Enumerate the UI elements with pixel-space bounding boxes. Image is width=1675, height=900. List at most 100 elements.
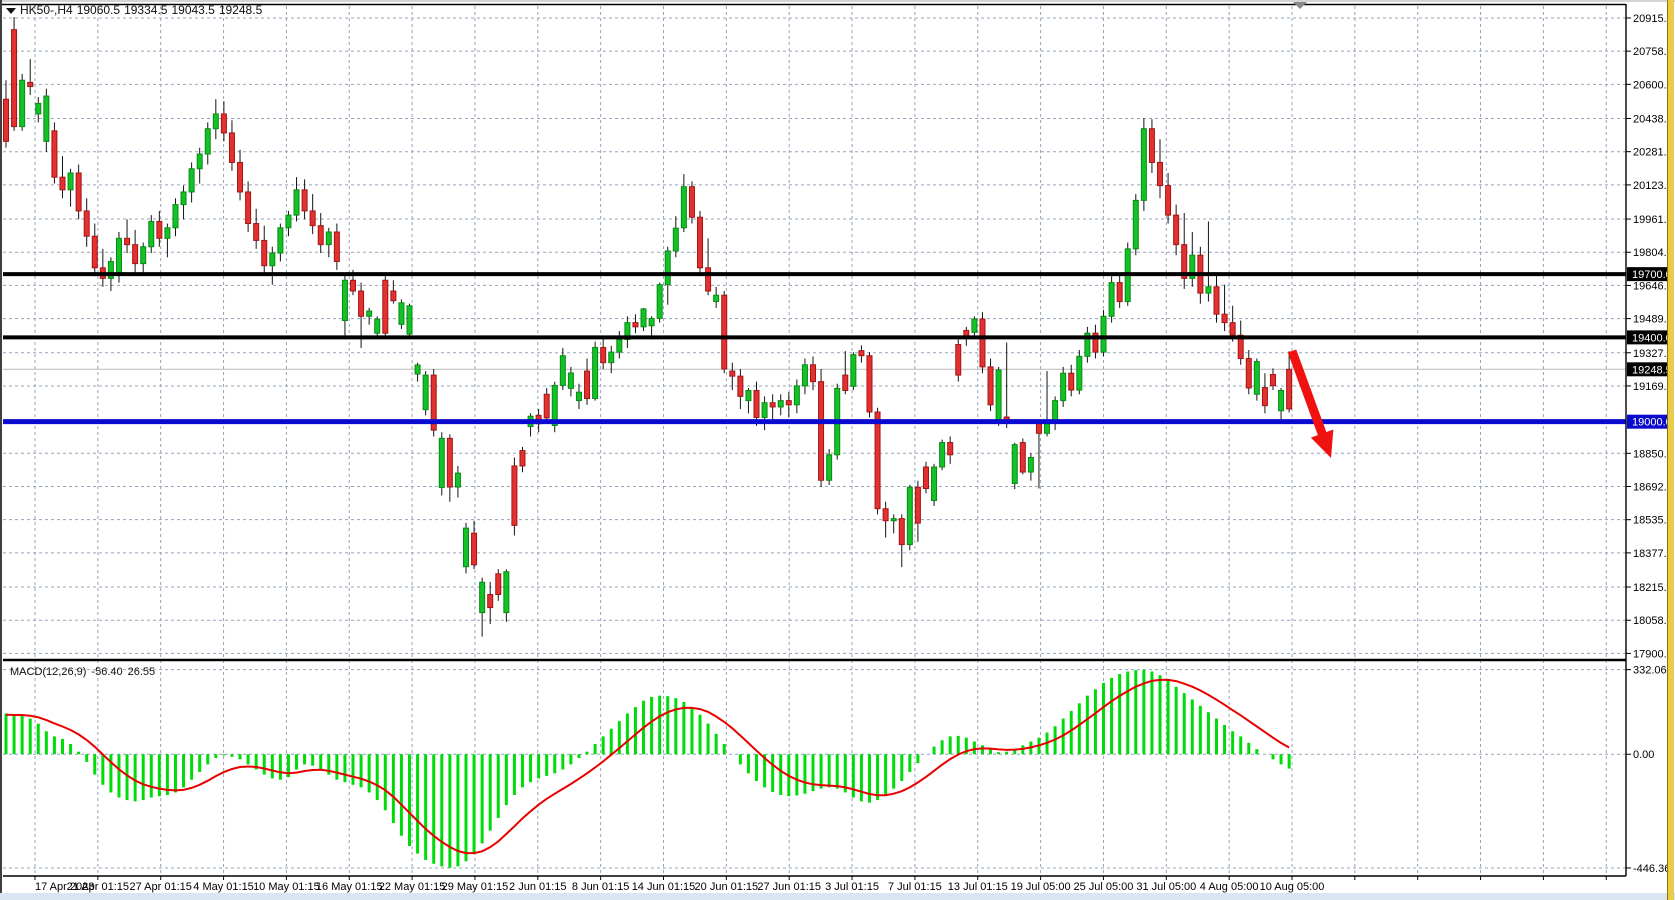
bottom-strip	[0, 893, 1675, 900]
candle	[285, 210, 292, 237]
candle	[906, 484, 913, 551]
candle	[826, 449, 833, 485]
date-tick-label: 4 Aug 05:00	[1200, 881, 1259, 893]
date-tick-label: 21 Apr 01:15	[67, 881, 129, 893]
candle	[59, 156, 66, 199]
candle	[132, 229, 139, 275]
candle	[955, 339, 962, 382]
candle	[11, 17, 18, 131]
date-tick-label: 4 May 01:15	[193, 881, 254, 893]
trend-arrow[interactable]	[1287, 349, 1334, 458]
candle	[1076, 350, 1083, 395]
date-tick-label: 19 Jul 05:00	[1011, 881, 1071, 893]
candle	[866, 352, 873, 418]
candle	[422, 371, 429, 416]
candle	[818, 368, 825, 488]
candle	[914, 480, 921, 542]
price-marker-label: 19000.0	[1627, 414, 1674, 429]
candle	[1269, 368, 1276, 391]
candle	[1148, 119, 1155, 173]
horizontal-lines[interactable]	[3, 272, 1626, 425]
candle	[188, 162, 195, 203]
candle	[931, 463, 938, 506]
price-tick-label: 18058.0	[1633, 615, 1673, 627]
candle	[705, 238, 712, 296]
candle	[148, 215, 155, 254]
candle	[1100, 309, 1107, 357]
price-tick-label: 17900.5	[1633, 648, 1673, 660]
candle	[212, 99, 219, 140]
candle	[987, 358, 994, 412]
candle	[511, 457, 518, 536]
date-tick-label: 27 Jun 01:15	[757, 881, 821, 893]
candle	[43, 88, 50, 152]
candle	[309, 194, 316, 235]
candle	[35, 97, 42, 123]
candle	[1286, 351, 1293, 413]
candle	[503, 569, 510, 622]
candle	[600, 337, 607, 369]
candle	[761, 396, 768, 431]
price-tick-label: 19961.5	[1633, 214, 1673, 226]
candle	[559, 347, 566, 391]
price-axis[interactable]: 19700.0 19400.0 19248.5 19000.0	[1626, 17, 1674, 869]
svg-text:19248.5: 19248.5	[1632, 364, 1672, 376]
ohlc-open: 19060.5	[76, 3, 121, 17]
macd-signal-line	[5, 678, 1290, 855]
candle	[729, 362, 736, 391]
candle	[769, 394, 776, 424]
candle	[220, 101, 227, 142]
candle	[325, 227, 332, 258]
price-marker-label: 19248.5	[1627, 362, 1674, 377]
candle	[1253, 358, 1260, 401]
candle	[91, 223, 98, 277]
candle	[947, 436, 954, 464]
candle	[898, 514, 905, 568]
candle	[1278, 387, 1285, 423]
date-tick-label: 7 Jul 01:15	[888, 881, 942, 893]
symbol-dropdown-icon[interactable]	[6, 7, 16, 14]
right-gold-edge	[1668, 0, 1674, 900]
candle	[721, 291, 728, 374]
candle	[1108, 276, 1115, 323]
candle	[1157, 139, 1164, 199]
svg-text:19000.0: 19000.0	[1632, 417, 1672, 429]
candle	[697, 210, 704, 275]
candle	[882, 501, 889, 538]
candle	[640, 307, 647, 332]
candle	[1245, 350, 1252, 395]
candle	[228, 120, 235, 171]
price-tick-label: 18377.5	[1633, 548, 1673, 560]
candle	[446, 434, 453, 502]
macd-histogram	[4, 669, 1291, 868]
candle	[745, 387, 752, 414]
candle	[495, 569, 502, 601]
date-tick-label: 31 Jul 05:00	[1136, 881, 1196, 893]
candle	[874, 407, 881, 515]
candle	[979, 312, 986, 374]
candle	[922, 461, 929, 494]
price-tick-label: 20123.5	[1633, 180, 1673, 192]
candle	[785, 392, 792, 418]
candle	[237, 149, 244, 201]
candle	[245, 181, 252, 232]
candle	[27, 59, 34, 95]
symbol-info-bar: HK50-,H4 19060.5 19334.5 19043.5 19248.5	[6, 3, 266, 17]
candle	[140, 242, 147, 275]
candle	[656, 282, 663, 323]
price-tick-label: 19169.5	[1633, 381, 1673, 393]
macd-tick-label: 332.06	[1633, 665, 1667, 677]
macd-tick-label: 0.00	[1633, 749, 1654, 761]
candle	[737, 368, 744, 410]
candle	[67, 168, 74, 207]
candle	[810, 356, 816, 391]
shift-marker-icon[interactable]	[1293, 2, 1307, 9]
date-tick-label: 29 May 01:15	[442, 881, 509, 893]
candle	[454, 465, 461, 498]
price-tick-label: 18215.5	[1633, 582, 1673, 594]
candle	[688, 181, 695, 224]
candle	[406, 303, 413, 338]
